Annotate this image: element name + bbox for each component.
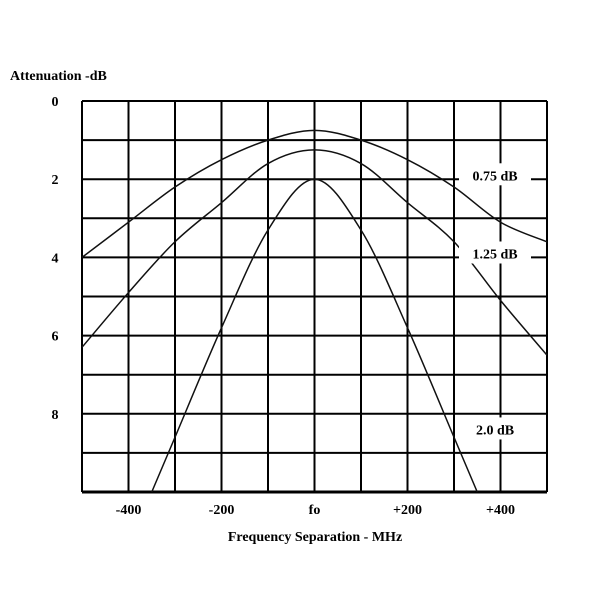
x-tick-label: -200: [209, 503, 235, 518]
y-tick-label: 8: [52, 408, 59, 423]
x-tick-label: +200: [393, 503, 422, 518]
y-tick-label: 0: [52, 95, 59, 110]
curve-2-0-db: [151, 178, 478, 493]
x-axis-label: Frequency Separation - MHz: [228, 530, 402, 545]
curve-0-75-db: [81, 129, 548, 258]
annotation-bg: [459, 417, 531, 440]
curve-annotation: 2.0 dB: [476, 423, 514, 438]
curve-annotation: 0.75 dB: [472, 169, 517, 184]
x-tick-label: -400: [116, 503, 142, 518]
curve-1-25-db: [81, 149, 548, 356]
chart-labels: 0 2 4 6 8 -400 -200 fo +200 +400 0.75 dB 1.25 dB 2.0…: [52, 95, 531, 518]
y-tick-label: 6: [52, 330, 59, 345]
y-tick-label: 4: [52, 251, 59, 266]
y-axis-label: Attenuation -dB: [10, 69, 107, 84]
annotation-bg: [459, 163, 531, 186]
x-tick-label: fo: [309, 503, 321, 518]
annotation-bg: [459, 241, 531, 264]
x-tick-label: +400: [486, 503, 515, 518]
curve-annotation: 1.25 dB: [472, 247, 517, 262]
chart-curves: [81, 129, 548, 493]
y-tick-label: 2: [52, 173, 59, 188]
